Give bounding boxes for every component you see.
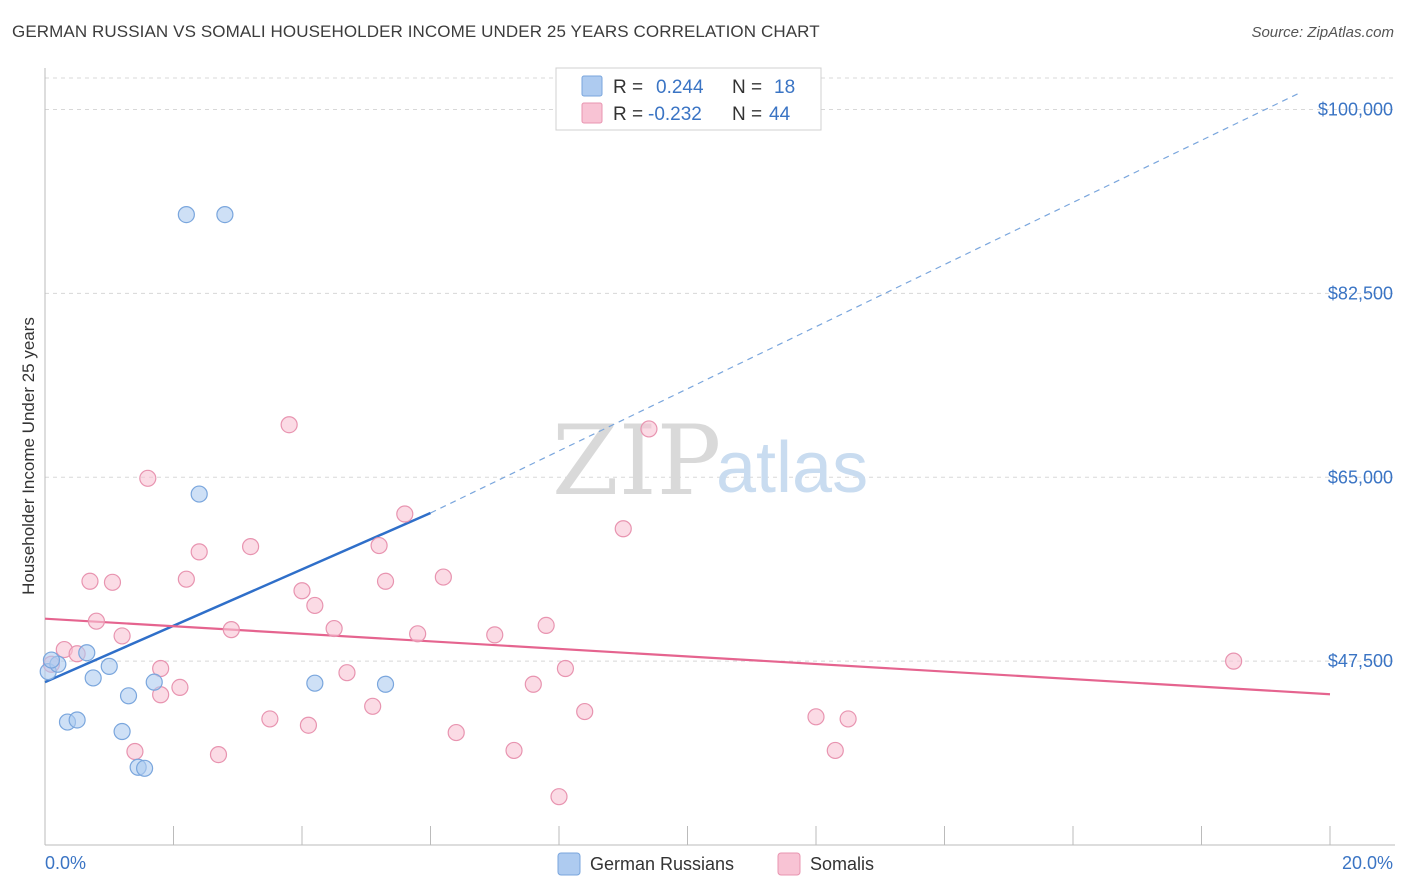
somali-point bbox=[113, 627, 131, 645]
somali-point bbox=[338, 664, 356, 682]
somali-point bbox=[486, 626, 504, 644]
legend-r-value: 0.244 bbox=[656, 77, 704, 98]
german-russian-point bbox=[113, 722, 131, 741]
somali-point bbox=[299, 716, 318, 734]
somali-point bbox=[550, 788, 568, 806]
watermark: ZIP atlas bbox=[552, 405, 868, 517]
somali-point bbox=[139, 469, 157, 487]
somali-point bbox=[447, 723, 465, 742]
german-russian-point bbox=[119, 687, 138, 705]
data-points bbox=[39, 205, 1243, 806]
y-axis-title: Householder Income Under 25 years bbox=[19, 317, 38, 595]
somali-point bbox=[242, 538, 260, 556]
source-label: Source: ZipAtlas.com bbox=[1251, 24, 1394, 41]
y-tick-label: $82,500 bbox=[1328, 283, 1393, 303]
bottom-legend-swatch-german-russians bbox=[557, 852, 581, 876]
somali-point bbox=[409, 625, 427, 643]
german-russian-point bbox=[216, 205, 234, 224]
somali-point bbox=[177, 570, 195, 588]
legend-n-label: N = bbox=[732, 104, 762, 125]
y-tick-label: $47,500 bbox=[1328, 651, 1393, 671]
somali-point bbox=[537, 616, 555, 635]
axes bbox=[44, 68, 1395, 846]
somali-point bbox=[556, 659, 575, 678]
legend-swatch-somalis bbox=[581, 102, 603, 124]
german-russian-point bbox=[78, 644, 96, 662]
german-russian-point bbox=[190, 485, 208, 503]
german-russian-point bbox=[145, 673, 163, 691]
german-russian-point bbox=[306, 674, 324, 692]
legend-n-value: 44 bbox=[769, 104, 791, 125]
legend-swatch-german-russians bbox=[581, 75, 603, 97]
y-tick-label: $100,000 bbox=[1318, 100, 1393, 120]
legend-r-label: R = bbox=[613, 77, 643, 98]
somali-point bbox=[376, 572, 395, 590]
somali-point bbox=[364, 697, 382, 715]
somali-point bbox=[261, 710, 279, 728]
watermark-atlas: atlas bbox=[716, 428, 868, 508]
somali-point bbox=[434, 568, 452, 586]
german-russian-trend-line bbox=[44, 511, 432, 684]
somali-point bbox=[306, 596, 324, 615]
german-russian-point bbox=[376, 675, 395, 693]
somali-trend-line bbox=[44, 617, 1331, 696]
somali-point bbox=[81, 572, 99, 590]
somali-point bbox=[807, 708, 825, 726]
legend-r-label: R = bbox=[613, 104, 643, 125]
somali-point bbox=[524, 675, 542, 693]
somali-point bbox=[640, 420, 658, 438]
somali-point bbox=[396, 505, 414, 523]
somali-point bbox=[505, 741, 523, 760]
y-tick-label: $65,000 bbox=[1328, 467, 1393, 487]
somali-point bbox=[839, 710, 857, 728]
chart-title: GERMAN RUSSIAN VS SOMALI HOUSEHOLDER INC… bbox=[12, 22, 820, 41]
legend-n-value: 18 bbox=[774, 77, 795, 98]
somali-point bbox=[87, 612, 106, 630]
german-russian-point bbox=[42, 651, 61, 669]
german-russian-point bbox=[100, 657, 118, 675]
x-tick-label: 0.0% bbox=[45, 853, 86, 873]
german-russian-point bbox=[135, 759, 154, 777]
somali-point bbox=[1225, 652, 1243, 670]
grid-lines bbox=[45, 77, 1395, 662]
german-russian-point bbox=[177, 205, 195, 224]
x-tick-label: 20.0% bbox=[1342, 853, 1393, 873]
correlation-legend: R = 0.244 N = 18 R = -0.232 N = 44 bbox=[555, 67, 822, 131]
somali-point bbox=[190, 543, 208, 561]
legend-r-value: -0.232 bbox=[648, 104, 702, 125]
somali-point bbox=[293, 582, 311, 600]
somali-point bbox=[576, 702, 594, 721]
somali-point bbox=[280, 416, 298, 434]
somali-point bbox=[325, 619, 343, 638]
somali-point bbox=[614, 520, 632, 538]
german-russian-point bbox=[84, 669, 102, 687]
watermark-zip: ZIP bbox=[552, 405, 721, 517]
somali-point bbox=[209, 746, 228, 764]
y-tick-labels: $47,500 $65,000 $82,500 $100,000 bbox=[1318, 100, 1393, 672]
x-tick-labels: 0.0% 20.0% bbox=[45, 853, 1393, 873]
somali-point bbox=[126, 742, 144, 761]
somali-point bbox=[103, 573, 122, 591]
legend-n-label: N = bbox=[732, 77, 762, 98]
somali-point bbox=[171, 678, 189, 696]
series-legend: German Russians Somalis bbox=[557, 852, 874, 876]
trend-lines bbox=[44, 93, 1331, 696]
german-russian-point bbox=[68, 711, 86, 729]
bottom-legend-swatch-somalis bbox=[777, 852, 801, 876]
bottom-legend-label-somalis: Somalis bbox=[810, 854, 874, 874]
somali-point bbox=[222, 621, 240, 639]
somali-point bbox=[370, 536, 388, 555]
somali-point bbox=[826, 741, 844, 760]
bottom-legend-label-german-russians: German Russians bbox=[590, 854, 734, 874]
